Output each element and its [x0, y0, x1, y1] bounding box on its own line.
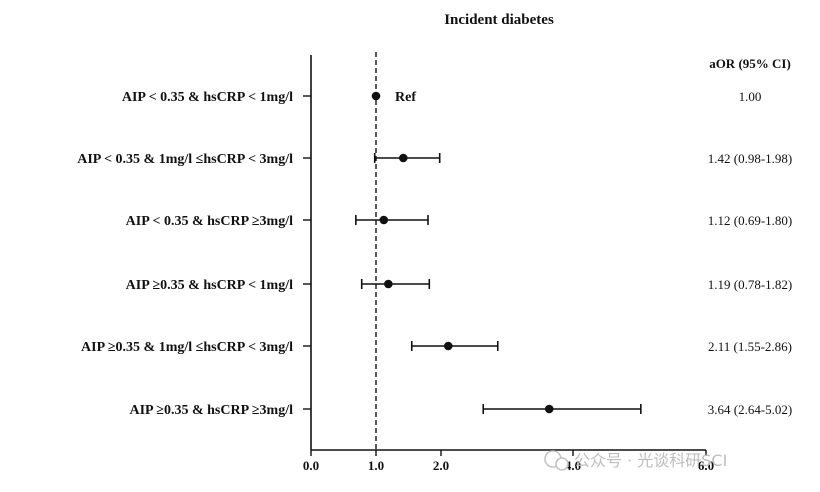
- estimate-text: 3.64 (2.64-5.02): [708, 402, 793, 417]
- row-label: AIP < 0.35 & hsCRP < 1mg/l: [122, 90, 293, 105]
- point-estimate: [544, 404, 554, 414]
- estimate-text: 1.12 (0.69-1.80): [708, 213, 793, 228]
- x-tick-label: 0.0: [303, 458, 319, 473]
- estimate-column-header: aOR (95% CI): [709, 56, 791, 71]
- forest-row: AIP ≥0.35 & hsCRP ≥3mg/l 3.64 (2.64-5.02): [129, 402, 792, 418]
- watermark-text: 公众号 · 光谈科研SCI: [574, 451, 727, 470]
- point-estimate: [399, 153, 408, 163]
- estimate-text: 1.19 (0.78-1.82): [708, 277, 793, 292]
- x-tick-label: 4.0: [565, 458, 581, 473]
- axes: 0.0 1.0 2.0 4.0 6.0: [303, 52, 714, 473]
- estimate-text: 1.42 (0.98-1.98): [708, 151, 793, 166]
- x-tick-label: 2.0: [433, 458, 449, 473]
- row-label: AIP < 0.35 & 1mg/l ≤hsCRP < 3mg/l: [77, 152, 293, 167]
- point-estimate: [384, 279, 393, 289]
- x-tick-label: 6.0: [698, 458, 714, 473]
- wechat-icon-bubble: [555, 457, 569, 471]
- estimate-text: 2.11 (1.55-2.86): [708, 339, 792, 354]
- forest-row: AIP < 0.35 & hsCRP < 1mg/l Ref 1.00: [122, 89, 762, 105]
- forest-row: AIP < 0.35 & 1mg/l ≤hsCRP < 3mg/l 1.42 (0…: [77, 151, 792, 167]
- forest-row: AIP < 0.35 & hsCRP ≥3mg/l 1.12 (0.69-1.80…: [126, 213, 793, 229]
- row-label: AIP ≥0.35 & hsCRP ≥3mg/l: [129, 403, 293, 418]
- chart-title: Incident diabetes: [444, 12, 554, 28]
- estimate-text: 1.00: [739, 89, 762, 104]
- forest-row: AIP ≥0.35 & 1mg/l ≤hsCRP < 3mg/l 2.11 (1.…: [81, 339, 792, 355]
- x-tick-label: 1.0: [368, 458, 384, 473]
- point-estimate: [443, 341, 453, 351]
- forest-row: AIP ≥0.35 & hsCRP < 1mg/l 1.19 (0.78-1.82…: [126, 277, 793, 293]
- watermark: 公众号 · 光谈科研SCI: [544, 450, 727, 471]
- point-estimate: [371, 91, 381, 101]
- row-label: AIP ≥0.35 & 1mg/l ≤hsCRP < 3mg/l: [81, 340, 293, 355]
- row-label: AIP ≥0.35 & hsCRP < 1mg/l: [126, 278, 293, 293]
- row-label: AIP < 0.35 & hsCRP ≥3mg/l: [126, 214, 293, 229]
- point-estimate: [379, 215, 389, 225]
- reference-label: Ref: [395, 90, 416, 105]
